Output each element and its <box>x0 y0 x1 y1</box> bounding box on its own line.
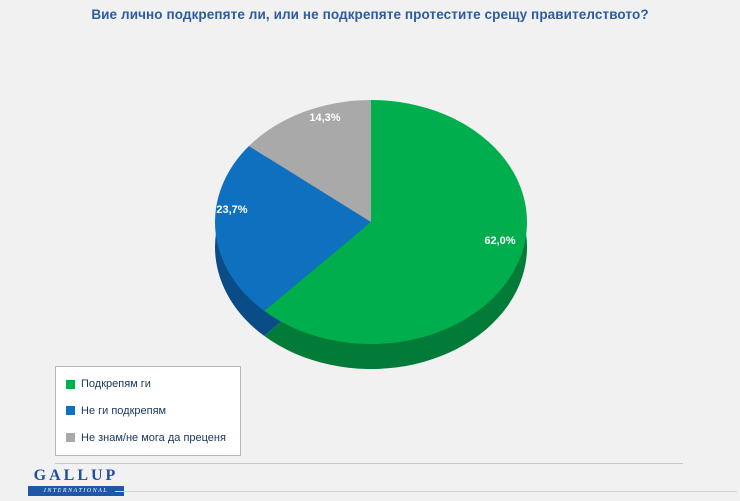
divider-line-top <box>55 463 683 464</box>
chart-title: Вие лично подкрепяте ли, или не подкрепя… <box>91 7 649 22</box>
gallup-logo-text: GALLUP <box>33 467 119 484</box>
legend-label: Подкрепям ги <box>81 378 151 391</box>
pie-data-label-1: 23,7% <box>216 204 247 216</box>
chart-legend: Подкрепям ги Не ги подкрепям Не знам/не … <box>55 366 241 456</box>
legend-swatch-blue <box>66 406 75 416</box>
gallup-logo-subtitle: INTERNATIONAL <box>28 486 124 496</box>
legend-item-dont-know: Не знам/не мога да преценя <box>66 432 230 444</box>
pie-slice-1 <box>215 146 371 311</box>
legend-swatch-gray <box>66 433 75 443</box>
gallup-logo: GALLUP INTERNATIONAL <box>28 467 124 496</box>
pie-chart: 62,0% 23,7% 14,3% <box>215 100 528 369</box>
pie-data-label-2: 14,3% <box>309 112 340 124</box>
legend-item-not-support: Не ги подкрепям <box>66 405 230 417</box>
divider-line-bottom <box>115 491 737 492</box>
pie-slice-2 <box>248 100 371 222</box>
pie-slice-0 <box>264 100 528 344</box>
pie-data-label-0: 62,0% <box>484 235 515 247</box>
legend-label: Не ги подкрепям <box>81 404 167 417</box>
legend-swatch-green <box>66 379 75 389</box>
legend-item-support: Подкрепям ги <box>66 378 230 390</box>
legend-label: Не знам/не мога да преценя <box>81 431 226 444</box>
